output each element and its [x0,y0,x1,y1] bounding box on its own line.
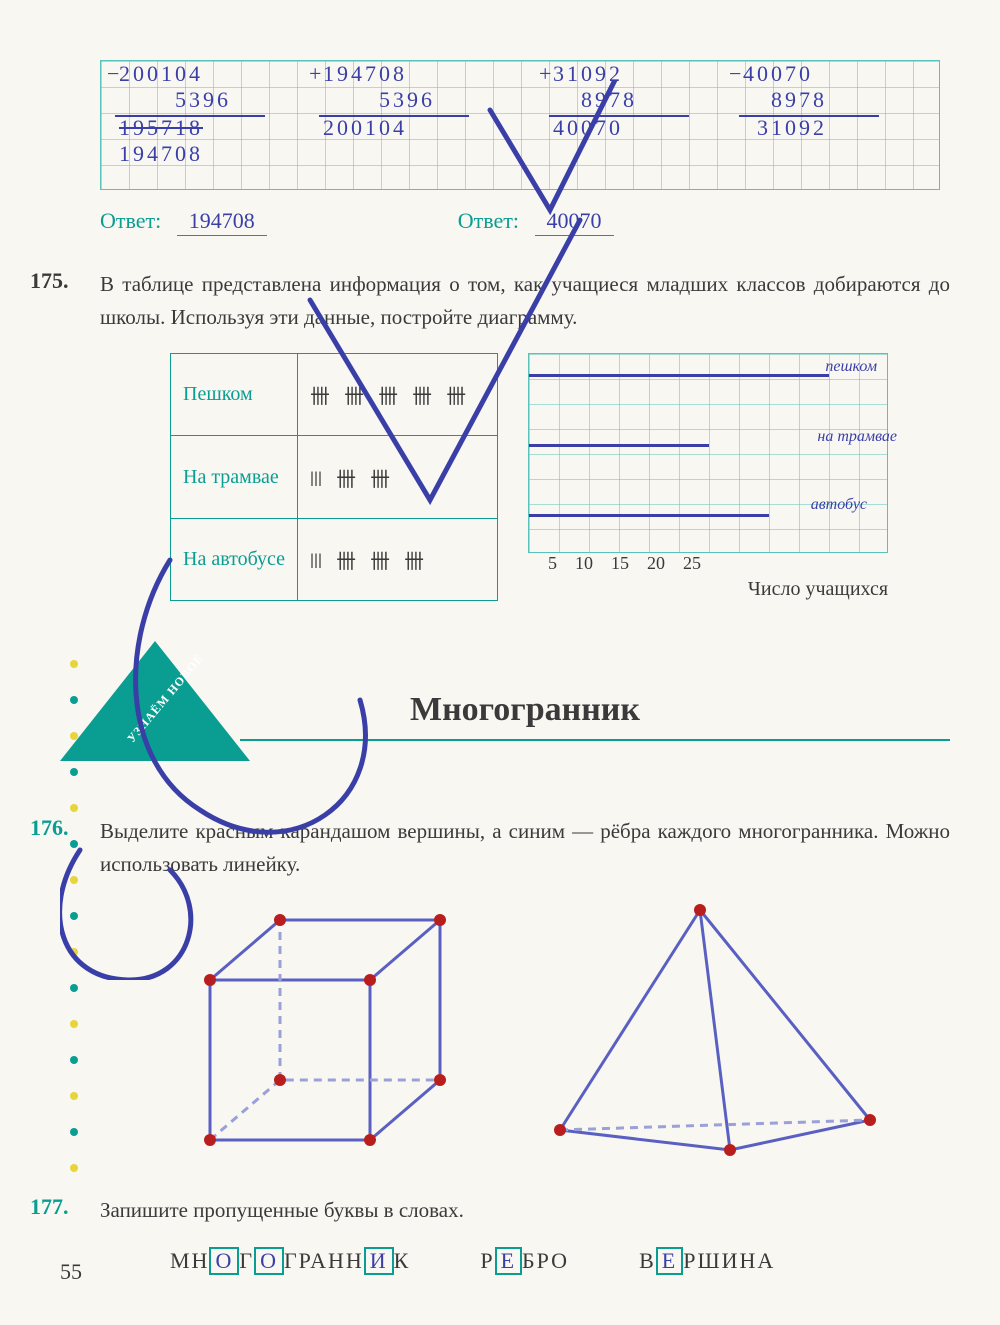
col4-b: 8978 [771,87,827,113]
answer2-label: Ответ: [458,208,519,233]
problem-175: 175. В таблице представлена информация о… [100,268,950,333]
answer2-value: 40070 [535,208,614,236]
col4-a: 40070 [743,61,813,87]
tally-label: Пешком [171,354,298,436]
tick: 10 [575,553,593,574]
fill-letter: Е [656,1247,683,1275]
col3-result: 40070 [553,115,623,141]
problem-176: 176. Выделите красным карандашом вершины… [100,815,950,880]
word-vershina: ВЕРШИНА [639,1247,775,1275]
section-rule [240,739,950,741]
col1-result: 194708 [119,141,203,167]
problem-177: 177. Запишите пропущенные буквы в словах… [100,1194,950,1227]
bar-chart: пешком на трамвае автобус 5 10 15 20 25 … [528,353,888,601]
col4-result: 31092 [757,115,827,141]
table-row: На автобусе ꔖ 卌 卌 卌 [171,518,498,600]
fill-letter: О [209,1247,239,1275]
problem-176-num: 176. [30,815,100,880]
tick: 5 [548,553,557,574]
col3-b: 8978 [581,87,637,113]
answer1-value: 194708 [177,208,267,236]
tally-table: Пешком 卌 卌 卌 卌 卌 На трамвае ꔖ 卌 卌 На авт… [170,353,498,601]
table-row: Пешком 卌 卌 卌 卌 卌 [171,354,498,436]
tally-marks: 卌 卌 卌 卌 卌 [298,354,498,436]
bar-label-avtobus: автобус [811,496,867,514]
fill-words-row: МНОГОГРАННИК РЕБРО ВЕРШИНА [170,1247,950,1275]
col2-result: 200104 [323,115,407,141]
problem-177-num: 177. [30,1194,100,1227]
bar-avtobus [529,514,769,517]
polyhedra-row [170,900,950,1160]
col2-a: 194708 [323,61,407,87]
axis-ticks: 5 10 15 20 25 [548,553,888,574]
bar-peshkom [529,374,829,377]
bar-tramvai [529,444,709,447]
arithmetic-grid: − 200104 5396 195718 194708 + 194708 539… [100,60,940,190]
problem-175-text: В таблице представлена информация о том,… [100,268,950,333]
table-row: На трамвае ꔖ 卌 卌 [171,436,498,518]
tick: 25 [683,553,701,574]
col2-b: 5396 [379,87,435,113]
tick: 20 [647,553,665,574]
col3-a: 31092 [553,61,623,87]
fill-letter: Е [495,1247,522,1275]
word-rebro: РЕБРО [480,1247,569,1275]
axis-label: Число учащихся [528,578,888,601]
section-banner: УЗНАЁМ НОВОЕ Многогранник [100,641,950,781]
col1-strike: 195718 [119,115,203,141]
answers-row: Ответ: 194708 Ответ: 40070 [100,208,950,234]
workbook-page: − 200104 5396 195718 194708 + 194708 539… [0,0,1000,1315]
chart-grid: пешком на трамвае автобус [528,353,888,553]
fill-letter: И [364,1247,394,1275]
bar-label-tramvai: на трамвае [817,428,897,446]
problem-176-text: Выделите красным карандашом вершины, а с… [100,815,950,880]
word-mnogogrannik: МНОГОГРАННИК [170,1247,410,1275]
tally-label: На трамвае [171,436,298,518]
col1-b: 5396 [175,87,231,113]
cube-figure [170,900,470,1160]
tally-marks: ꔖ 卌 卌 [298,436,498,518]
tick: 15 [611,553,629,574]
pyramid-figure [530,900,890,1160]
tally-marks: ꔖ 卌 卌 卌 [298,518,498,600]
bar-label-peshkom: пешком [825,358,877,376]
problem-177-text: Запишите пропущенные буквы в словах. [100,1194,950,1227]
problem-175-content: Пешком 卌 卌 卌 卌 卌 На трамвае ꔖ 卌 卌 На авт… [170,353,950,601]
margin-dots [70,660,80,1200]
col1-a: 200104 [119,61,203,87]
page-number: 55 [60,1259,82,1285]
tally-label: На автобусе [171,518,298,600]
fill-letter: О [254,1247,284,1275]
problem-175-num: 175. [30,268,100,333]
answer1-label: Ответ: [100,208,161,233]
